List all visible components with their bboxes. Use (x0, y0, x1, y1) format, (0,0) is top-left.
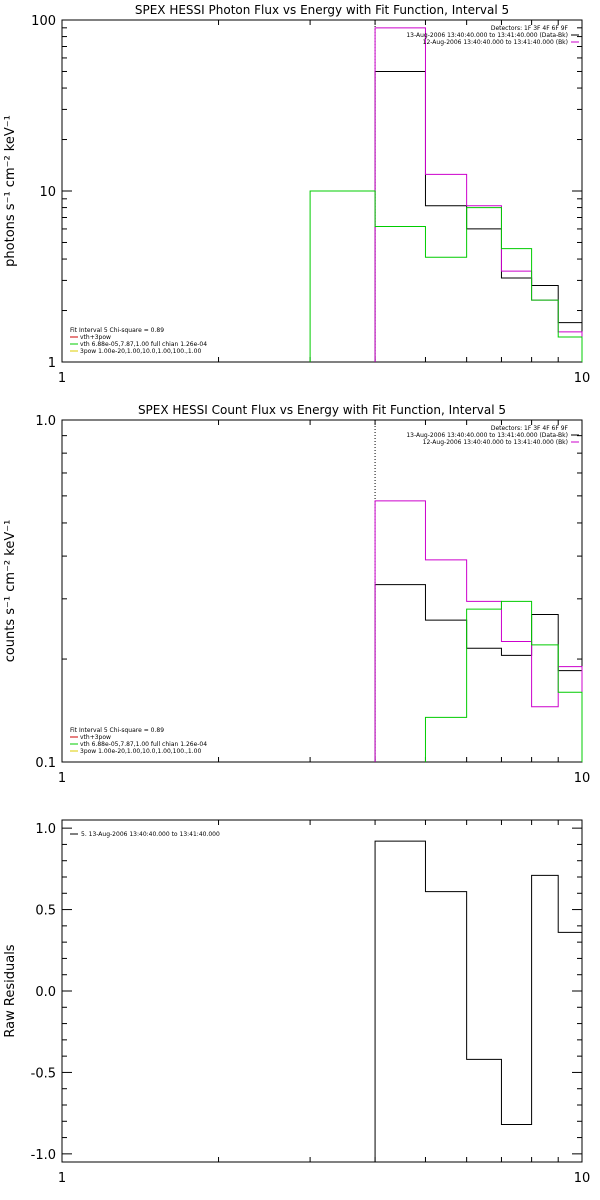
legend-bottom-left-entry: vth+3pow (80, 334, 111, 341)
legend-bottom-left-entry: vth 6.88e-05,7.87,1.00 full chian 1.26e-… (80, 741, 207, 748)
legend-top-right-entry: Detectors: 1F 3F 4F 6F 9F (491, 25, 569, 32)
spectrum-step-series (374, 500, 583, 762)
spectrum-step-series (374, 70, 583, 362)
legend-bottom-left-entry: Fit Interval 5 Chi-square = 0.89 (70, 727, 164, 734)
legend-top-right-entry: 12-Aug-2006 13:40:40.000 to 13:41:40.000… (423, 39, 568, 46)
legend-bottom-left-entry: Fit Interval 5 Chi-square = 0.89 (70, 327, 164, 334)
y-tick-label: 0.1 (35, 756, 56, 771)
legend-bottom-left-entry: vth+3pow (80, 734, 111, 741)
legend-top-right-entry: 13-Aug-2006 13:40:40.000 to 13:41:40.000… (406, 32, 568, 39)
residuals-ylabel: Raw Residuals (3, 944, 18, 1037)
legend-top-right-entry: Detectors: 1F 3F 4F 6F 9F (491, 425, 569, 432)
legend-bottom-left-entry: vth 6.88e-05,7.87,1.00 full chian 1.26e-… (80, 341, 207, 348)
y-tick-label: 1.0 (35, 822, 56, 837)
spectrum-step-series (374, 27, 583, 362)
photon-flux-ylabel: photons s⁻¹ cm⁻² keV⁻¹ (3, 115, 18, 267)
count-flux-panel: SPEX HESSI Count Flux vs Energy with Fit… (3, 403, 590, 786)
y-tick-label: -1.0 (31, 1148, 56, 1163)
spectrum-step-series (374, 584, 583, 762)
count-flux-title: SPEX HESSI Count Flux vs Energy with Fit… (138, 403, 506, 417)
y-tick-label: 100 (31, 14, 56, 29)
spectrum-step-series (424, 600, 583, 762)
y-tick-label: 0.5 (35, 904, 56, 919)
x-tick-label: 10 (574, 371, 591, 386)
legend-top-right-entry: 13-Aug-2006 13:40:40.000 to 13:41:40.000… (406, 432, 568, 439)
legend-top-left-entry: 5. 13-Aug-2006 13:40:40.000 to 13:41:40.… (81, 831, 220, 838)
photon-flux-panel: SPEX HESSI Photon Flux vs Energy with Fi… (3, 3, 590, 386)
spectrum-step-series (374, 840, 583, 1162)
count-flux-ylabel: counts s⁻¹ cm⁻² keV⁻¹ (3, 520, 18, 663)
x-tick-label: 1 (58, 771, 66, 786)
plot-frame (61, 819, 583, 1163)
x-tick-label: 10 (574, 1171, 591, 1186)
y-tick-label: 10 (39, 185, 56, 200)
x-tick-label: 1 (58, 1171, 66, 1186)
y-tick-label: 1.0 (35, 414, 56, 429)
plot-frame (61, 419, 583, 763)
y-tick-label: 1 (48, 356, 56, 371)
legend-bottom-left-entry: 3pow 1.00e-20,1.00,10.0,1.00,100.,1.00 (80, 748, 201, 755)
x-tick-label: 1 (58, 371, 66, 386)
legend-top-right-entry: 12-Aug-2006 13:40:40.000 to 13:41:40.000… (423, 439, 568, 446)
residuals-panel: Raw Residuals 1 10 1.0 0.5 0.0 -0.5 -1.0 5. 13-… (3, 819, 591, 1186)
x-tick-label: 10 (574, 771, 591, 786)
y-tick-label: -0.5 (31, 1066, 56, 1081)
legend-bottom-left-entry: 3pow 1.00e-20,1.00,10.0,1.00,100.,1.00 (80, 348, 201, 355)
y-tick-label: 0.0 (35, 985, 56, 1000)
spectrum-step-series (309, 190, 583, 362)
photon-flux-title: SPEX HESSI Photon Flux vs Energy with Fi… (135, 3, 509, 17)
